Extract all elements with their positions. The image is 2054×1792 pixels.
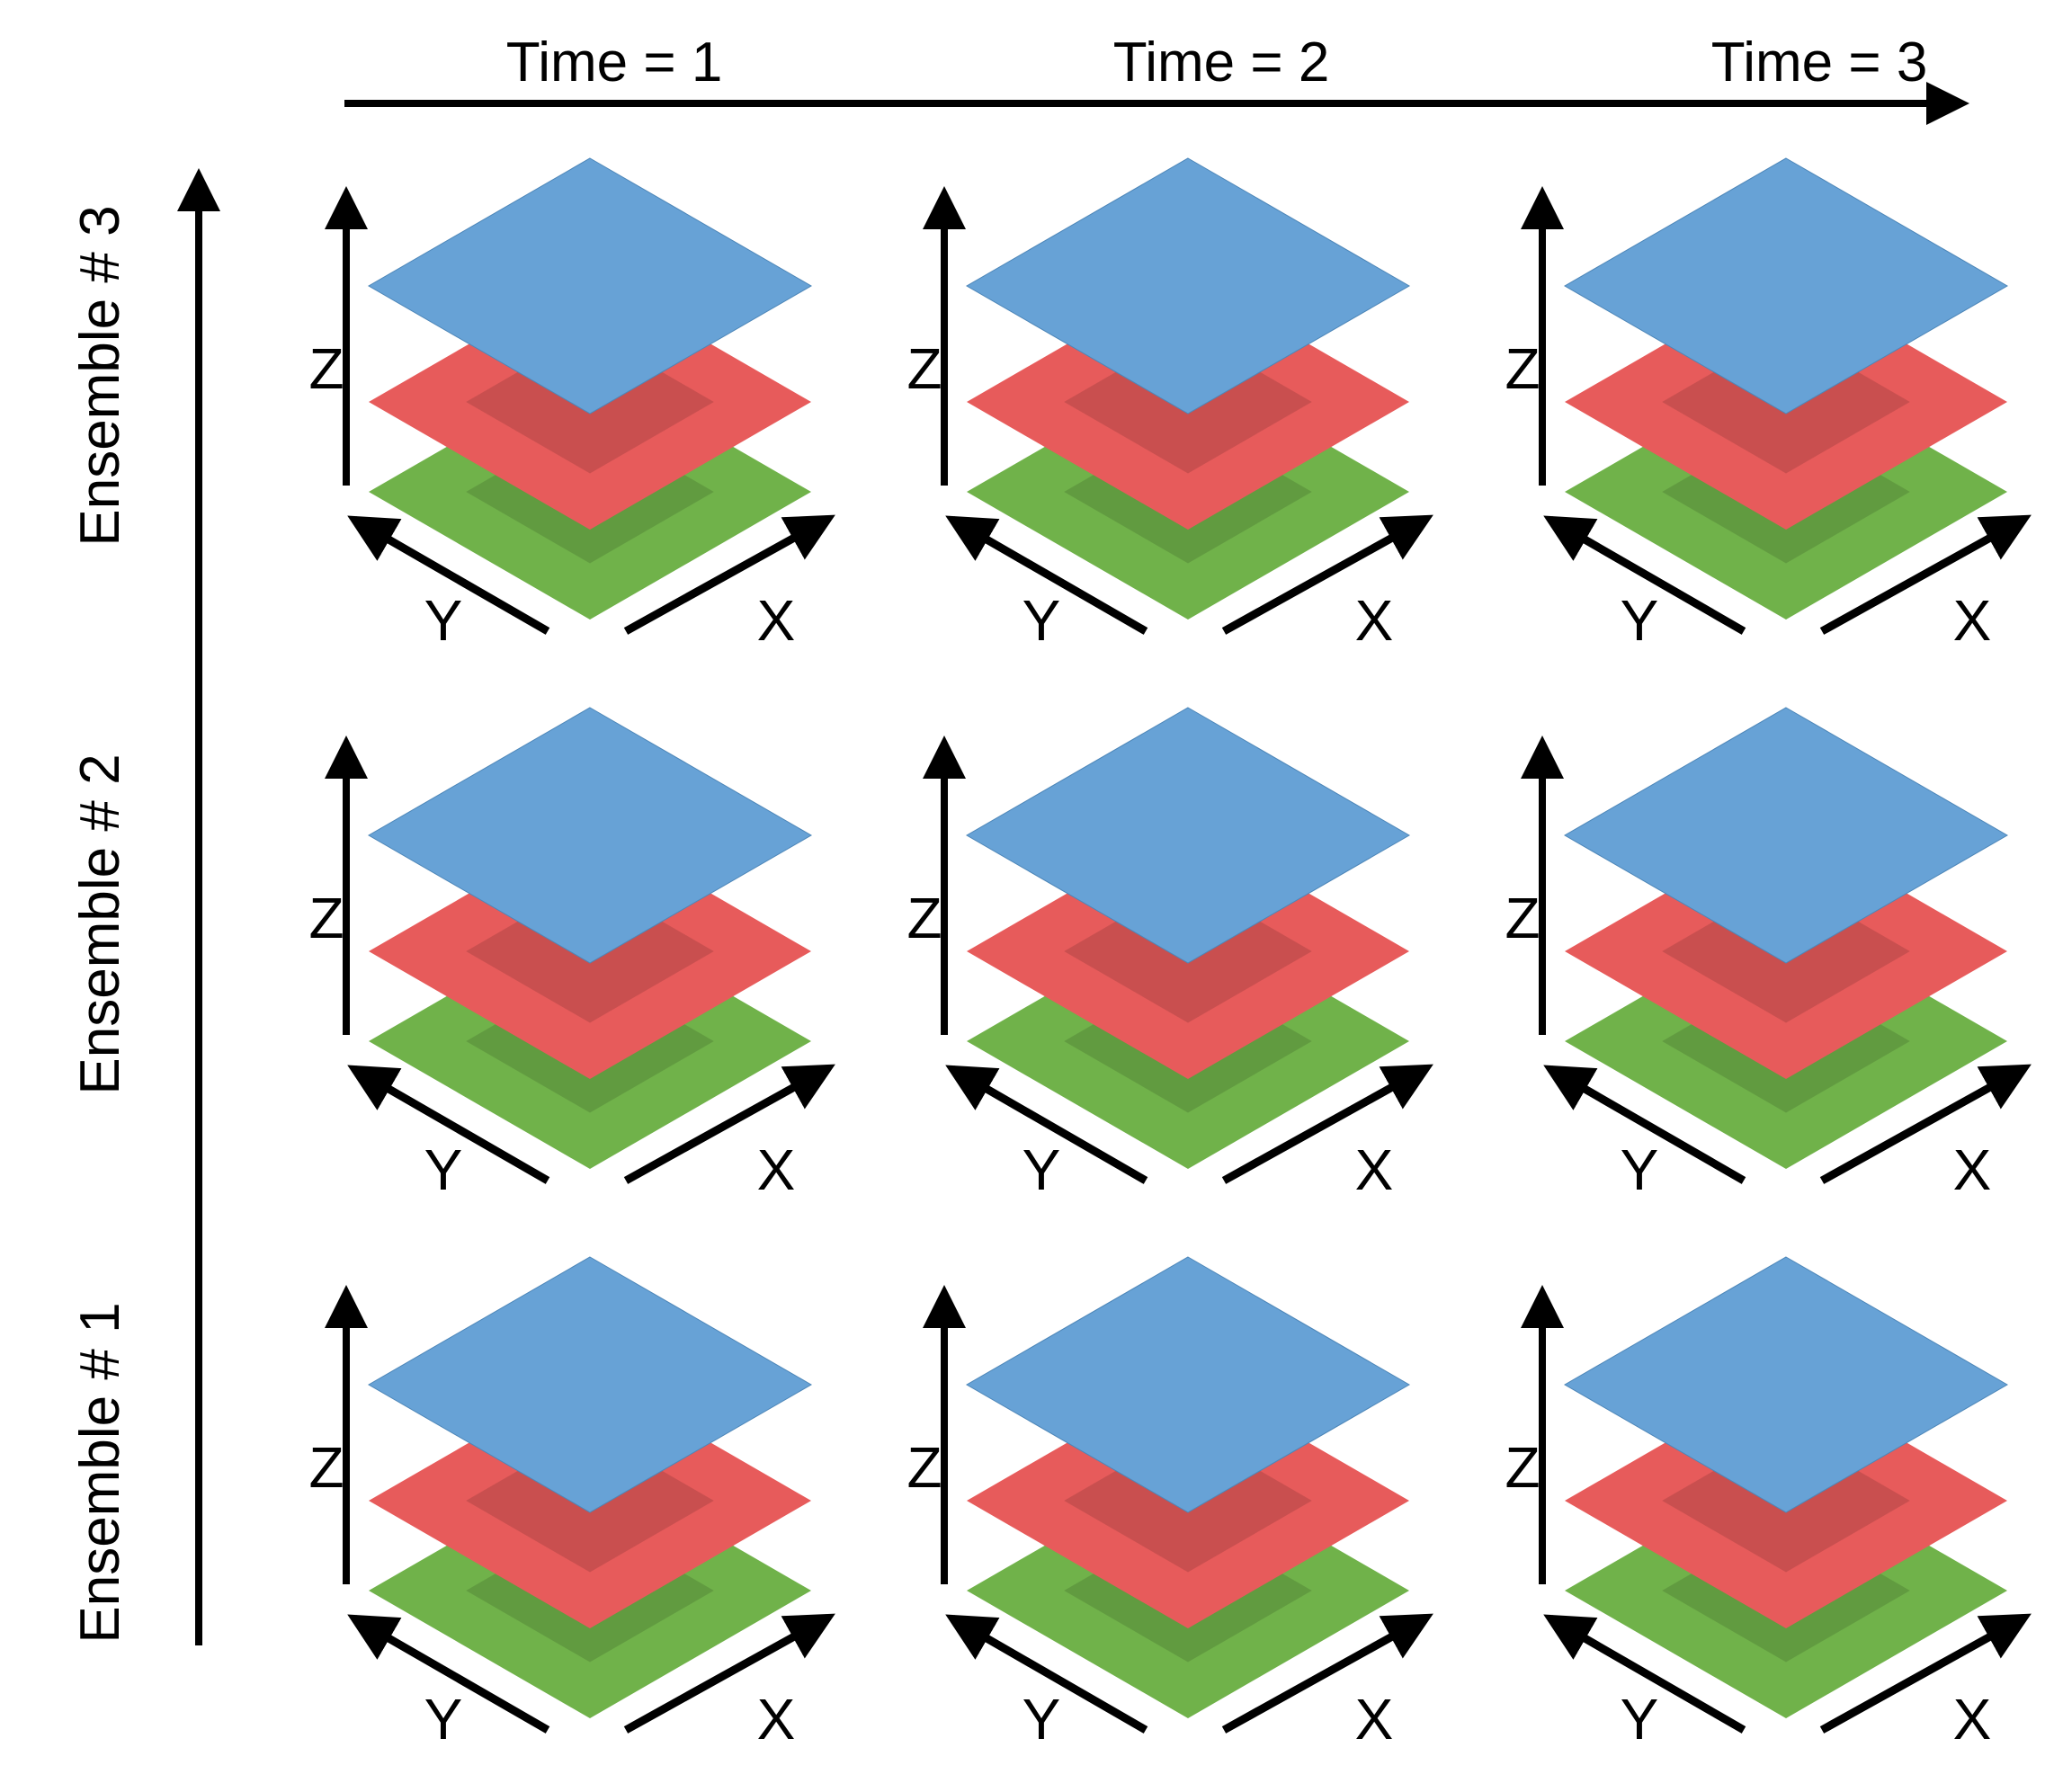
ensemble-label-1: Ensemble # 1 — [69, 1302, 131, 1643]
x-axis-arrow — [623, 1613, 835, 1734]
layer-top-plane — [965, 1256, 1411, 1513]
x-axis-label: X — [1355, 1687, 1394, 1752]
layer-top-plane — [1563, 157, 2009, 415]
layer-top-plane — [965, 707, 1411, 964]
ensemble-label-2: Ensemble # 2 — [69, 753, 131, 1094]
layer-top-plane — [367, 707, 813, 964]
layer-top-plane — [367, 1256, 813, 1513]
y-axis-label: Y — [424, 1137, 463, 1202]
x-axis-label: X — [1355, 588, 1394, 653]
y-axis-label: Y — [424, 1687, 463, 1752]
time-label-2: Time = 2 — [1113, 31, 1330, 94]
z-axis-label: Z — [308, 886, 344, 950]
x-axis-label: X — [757, 1137, 796, 1202]
layer-top-plane — [1563, 707, 2009, 964]
x-axis-arrow — [1819, 514, 2032, 635]
x-axis-label: X — [1355, 1137, 1394, 1202]
x-axis-arrow — [1819, 1064, 2032, 1184]
y-axis-label: Y — [1023, 1687, 1061, 1752]
x-axis-label: X — [1953, 588, 1992, 653]
panel: Z Y X — [906, 157, 1433, 653]
y-axis-arrow — [347, 1614, 550, 1734]
y-axis-arrow — [1543, 515, 1746, 635]
z-axis-label: Z — [1505, 886, 1540, 950]
layer-top-plane — [1563, 1256, 2009, 1513]
layer-top-plane — [965, 157, 1411, 415]
ensemble-axis: Ensemble # 3 Ensemble # 2 Ensemble # 1 — [69, 168, 220, 1645]
time-label-3: Time = 3 — [1711, 31, 1928, 94]
panel: Z Y X — [1505, 157, 2032, 653]
panel: Z Y X — [1505, 1256, 2032, 1752]
layer-top-plane — [367, 157, 813, 415]
y-axis-arrow — [945, 515, 1148, 635]
x-axis-label: X — [757, 1687, 796, 1752]
time-label-1: Time = 1 — [506, 31, 723, 94]
x-axis-arrow — [1221, 1613, 1433, 1734]
panel: Z Y X — [308, 1256, 835, 1752]
z-axis-label: Z — [906, 336, 942, 401]
x-axis-label: X — [1953, 1137, 1992, 1202]
panel: Z Y X — [1505, 707, 2032, 1202]
y-axis-arrow — [945, 1065, 1148, 1184]
x-axis-arrow — [623, 514, 835, 635]
z-axis-label: Z — [1505, 336, 1540, 401]
z-axis-label: Z — [308, 336, 344, 401]
y-axis-arrow — [1543, 1614, 1746, 1734]
panel: Z Y X — [906, 707, 1433, 1202]
y-axis-arrow — [347, 515, 550, 635]
z-axis-label: Z — [906, 886, 942, 950]
y-axis-label: Y — [1621, 588, 1659, 653]
y-axis-label: Y — [1023, 588, 1061, 653]
x-axis-arrow — [623, 1064, 835, 1184]
ensemble-label-3: Ensemble # 3 — [69, 205, 131, 546]
y-axis-label: Y — [1621, 1137, 1659, 1202]
x-axis-label: X — [757, 588, 796, 653]
x-axis-arrow — [1221, 1064, 1433, 1184]
y-axis-arrow — [1543, 1065, 1746, 1184]
y-axis-arrow — [347, 1065, 550, 1184]
x-axis-arrow — [1221, 514, 1433, 635]
z-axis-label: Z — [906, 1435, 942, 1500]
z-axis-label: Z — [308, 1435, 344, 1500]
panel: Z Y X — [308, 707, 835, 1202]
x-axis-arrow — [1819, 1613, 2032, 1734]
y-axis-label: Y — [1023, 1137, 1061, 1202]
y-axis-label: Y — [424, 588, 463, 653]
y-axis-arrow — [945, 1614, 1148, 1734]
z-axis-label: Z — [1505, 1435, 1540, 1500]
panel: Z Y X — [308, 157, 835, 653]
time-axis: Time = 1 Time = 2 Time = 3 — [344, 31, 1969, 125]
y-axis-label: Y — [1621, 1687, 1659, 1752]
panel: Z Y X — [906, 1256, 1433, 1752]
panel-grid: Z Y X Z Y X Z Y X Z Y X Z Y X Z Y X Z Y X Z Y X Z Y X — [308, 157, 2032, 1752]
x-axis-label: X — [1953, 1687, 1992, 1752]
